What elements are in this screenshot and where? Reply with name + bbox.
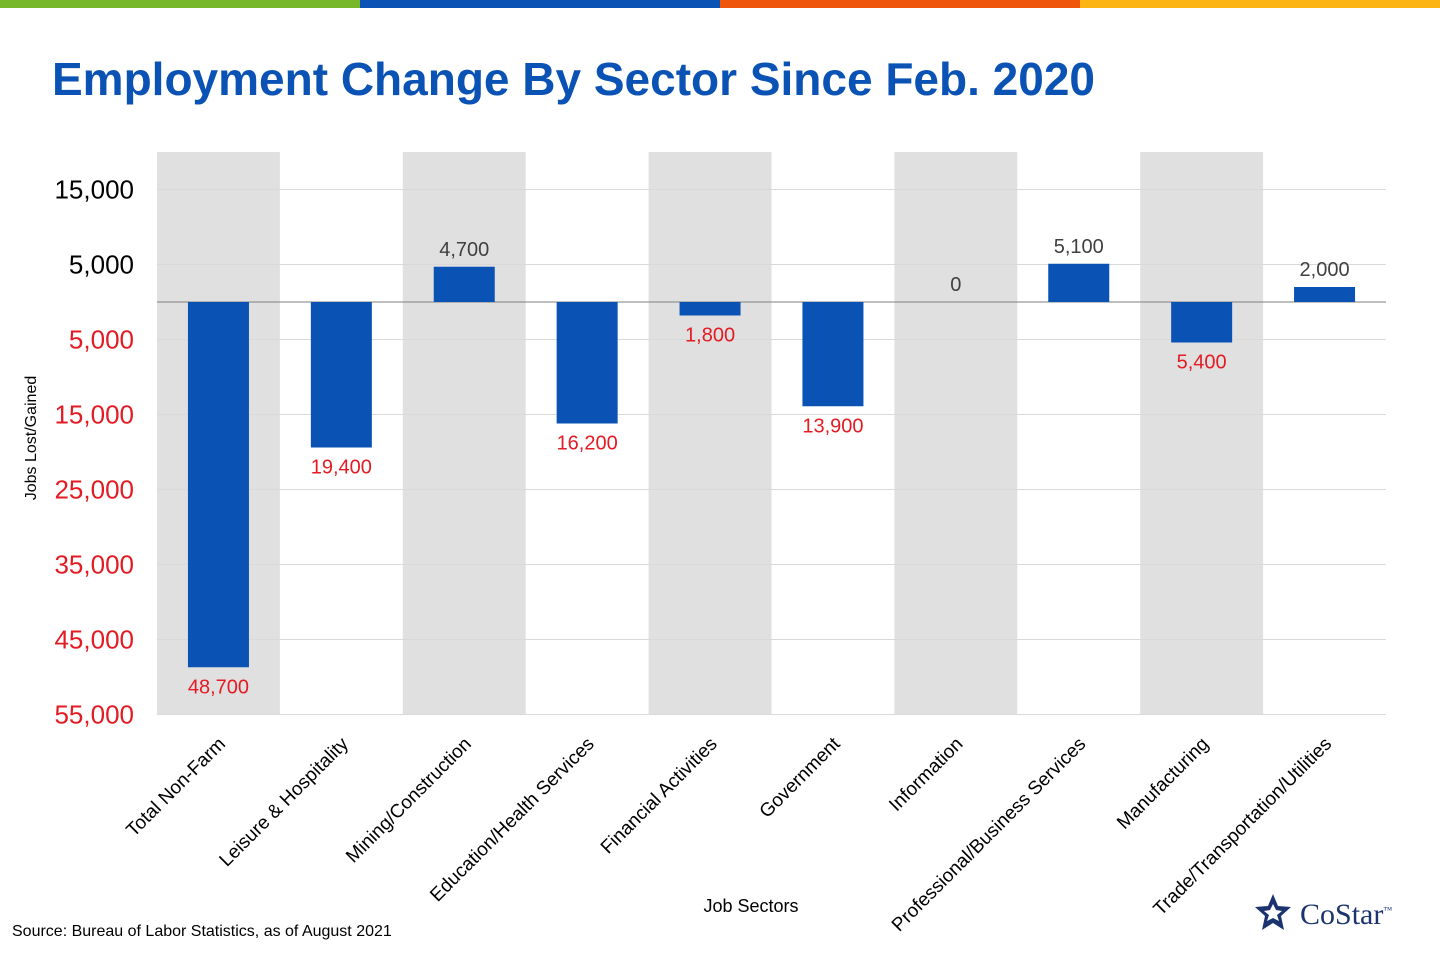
x-tick-label: Professional/Business Services	[888, 734, 1090, 936]
top-color-bar	[0, 0, 1440, 8]
top-bar-orange	[720, 0, 1080, 8]
x-tick-label: Information	[885, 734, 967, 816]
x-axis-label: Job Sectors	[703, 896, 798, 916]
bar	[310, 302, 372, 448]
shaded-band	[648, 152, 772, 715]
data-label: 16,200	[557, 433, 618, 455]
shaded-band	[1140, 152, 1264, 715]
page-title: Employment Change By Sector Since Feb. 2…	[52, 53, 1095, 105]
top-bar-yellow	[1080, 0, 1440, 8]
data-label: 5,400	[1177, 352, 1227, 374]
top-bar-blue	[360, 0, 720, 8]
y-tick-label: 45,000	[54, 625, 134, 655]
data-label: 2,000	[1300, 259, 1350, 281]
shaded-band	[402, 152, 526, 715]
source-note: Source: Bureau of Labor Statistics, as o…	[12, 923, 392, 940]
y-axis-label: Jobs Lost/Gained	[23, 376, 40, 501]
data-label: 1,800	[685, 325, 735, 347]
costar-logo: CoStar™	[1252, 892, 1432, 936]
data-label: 19,400	[311, 457, 372, 479]
logo-tm: ™	[1383, 905, 1393, 915]
bar	[556, 302, 618, 424]
x-tick-label: Mining/Construction	[342, 734, 476, 868]
top-bar-green	[0, 0, 360, 8]
x-tick-label: Total Non-Farm	[123, 734, 230, 841]
logo-text: CoStar	[1300, 898, 1384, 931]
data-label: 48,700	[188, 676, 249, 698]
y-tick-label: 35,000	[54, 550, 134, 580]
x-tick-label: Leisure & Hospitality	[216, 733, 354, 871]
bar	[679, 302, 741, 316]
data-label: 5,100	[1054, 236, 1104, 258]
data-label: 13,900	[802, 415, 863, 437]
bar	[1171, 302, 1233, 343]
y-tick-label: 55,000	[54, 700, 134, 730]
y-tick-label: 15,000	[54, 400, 134, 430]
x-tick-label: Government	[756, 733, 845, 822]
data-label: 4,700	[439, 239, 489, 261]
shaded-band	[894, 152, 1018, 715]
bar	[433, 266, 495, 302]
costar-star-icon	[1255, 894, 1291, 930]
y-tick-label: 5,000	[69, 325, 134, 355]
y-tick-label: 5,000	[69, 250, 134, 280]
x-tick-label: Manufacturing	[1113, 734, 1213, 834]
bar	[187, 302, 249, 668]
bar	[1294, 287, 1356, 302]
y-tick-label: 25,000	[54, 475, 134, 505]
x-tick-label: Financial Activities	[597, 734, 722, 859]
y-tick-label: 15,000	[54, 175, 134, 205]
data-label: 0	[950, 274, 961, 296]
bar	[802, 302, 864, 407]
bar	[1048, 263, 1110, 302]
